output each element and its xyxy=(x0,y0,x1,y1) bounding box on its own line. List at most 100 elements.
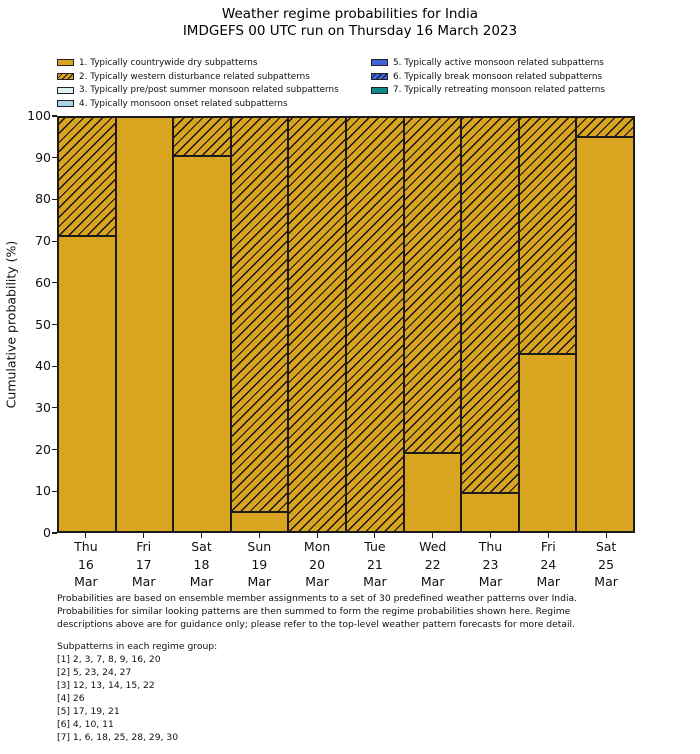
y-tick-mark xyxy=(52,532,57,534)
y-tick-label: 60 xyxy=(35,274,51,290)
bar-segment-regime2 xyxy=(403,117,462,454)
legend-item: 3. Typically pre/post summer monsoon rel… xyxy=(57,83,339,97)
subpatterns-heading: Subpatterns in each regime group: xyxy=(57,641,218,652)
x-tick-mark xyxy=(200,533,203,538)
bar xyxy=(403,117,462,532)
x-tick-label: Thu 23 Mar xyxy=(462,538,520,591)
x-tick-label: Sat 18 Mar xyxy=(173,538,231,591)
page-subtitle: IMDGEFS 00 UTC run on Thursday 16 March … xyxy=(182,23,518,39)
x-tick-mark xyxy=(547,533,549,538)
subpatterns-group: [6] 4, 10, 11 xyxy=(57,719,114,730)
x-tick-mark xyxy=(143,533,145,538)
x-tick-label: Fri 17 Mar xyxy=(115,538,173,591)
x-tick-label-line: 25 xyxy=(598,556,615,572)
legend-swatch-hatched xyxy=(57,73,74,81)
x-tick-mark xyxy=(374,533,376,538)
x-tick-label-line: Fri xyxy=(136,539,152,554)
y-tick-mark xyxy=(52,282,57,284)
bar xyxy=(58,117,116,532)
y-tick-mark xyxy=(52,490,57,492)
subpatterns-block: Subpatterns in each regime group: [1] 2,… xyxy=(57,640,457,744)
legend-swatch-hatched xyxy=(371,73,388,81)
bar-segment-regime2 xyxy=(173,117,231,157)
subpatterns-group: [3] 12, 13, 14, 15, 22 xyxy=(57,680,155,691)
x-tick-label-line: Sat xyxy=(595,539,617,554)
x-tick-label-line: 18 xyxy=(193,556,210,572)
x-tick-label-line: Mar xyxy=(594,574,618,589)
x-tick-label-line: 17 xyxy=(135,556,152,572)
x-tick-label-line: Mar xyxy=(305,574,329,589)
legend-item-label: 1. Typically countrywide dry subpatterns xyxy=(79,57,258,68)
legend-right-column: 5. Typically active monsoon related subp… xyxy=(371,56,605,97)
page-title: Weather regime probabilities for India xyxy=(221,6,479,22)
y-tick-label: 0 xyxy=(43,525,51,540)
legend-item: 2. Typically western disturbance related… xyxy=(57,70,339,84)
bar xyxy=(230,117,289,532)
bar-segment-regime1 xyxy=(403,453,462,532)
x-tick-label: Mon 20 Mar xyxy=(288,538,346,591)
bar-segment-regime1 xyxy=(58,235,116,532)
bar-segment-regime1 xyxy=(115,117,174,532)
bar-segment-regime2 xyxy=(346,117,404,532)
bar-segment-regime1 xyxy=(173,156,231,532)
footnote: Probabilities are based on ensemble memb… xyxy=(57,593,667,632)
x-tick-mark xyxy=(489,533,492,538)
x-tick-label-line: 20 xyxy=(309,556,326,572)
legend-item: 1. Typically countrywide dry subpatterns xyxy=(57,56,339,70)
x-tick-label-line: 19 xyxy=(251,556,268,572)
x-tick-label-line: 16 xyxy=(77,556,94,572)
x-tick-label-line: 23 xyxy=(482,556,499,572)
y-tick-mark xyxy=(52,198,57,200)
x-tick-label-line: Wed xyxy=(419,539,447,554)
footnote-line: Probabilities for similar looking patter… xyxy=(57,605,571,617)
x-tick-label: Fri 24 Mar xyxy=(519,538,577,591)
bar xyxy=(115,117,174,532)
x-tick-label-line: Mar xyxy=(478,574,503,589)
legend-item-label: 4. Typically monsoon onset related subpa… xyxy=(79,98,288,109)
bar-segment-regime1 xyxy=(576,136,634,532)
y-tick-label: 70 xyxy=(35,233,51,249)
legend-item: 5. Typically active monsoon related subp… xyxy=(371,56,605,70)
y-tick-label: 80 xyxy=(35,191,51,207)
bar xyxy=(346,117,404,532)
bar-segment-regime2 xyxy=(461,117,519,493)
y-tick-label: 20 xyxy=(35,441,51,457)
bar xyxy=(461,117,519,532)
bar-segment-regime1 xyxy=(230,512,289,532)
bar-segment-regime1 xyxy=(461,492,519,532)
subpatterns-group: [2] 5, 23, 24, 27 xyxy=(57,667,132,678)
legend-item: 6. Typically break monsoon related subpa… xyxy=(371,70,605,84)
x-tick-mark xyxy=(432,533,434,538)
y-tick-label: 10 xyxy=(35,483,51,499)
x-tick-label-line: 24 xyxy=(540,556,557,572)
y-tick-mark xyxy=(52,449,57,451)
subpatterns-group: [5] 17, 19, 21 xyxy=(57,706,120,717)
y-tick-label: 40 xyxy=(35,358,51,374)
legend-swatch xyxy=(371,59,388,67)
x-tick-label: Sat 25 Mar xyxy=(577,538,635,591)
x-tick-mark xyxy=(85,533,87,538)
x-tick-label-line: Thu xyxy=(74,539,98,554)
x-tick-label-line: Mar xyxy=(363,574,387,589)
x-tick-label-line: Mar xyxy=(189,574,214,589)
x-tick-label: Tue 21 Mar xyxy=(346,538,404,591)
x-tick-label-line: Mar xyxy=(420,574,445,589)
x-tick-label-line: Thu xyxy=(478,539,503,554)
bar-segment-regime2 xyxy=(230,117,289,513)
x-tick-label: Thu 16 Mar xyxy=(57,538,115,591)
y-tick-label: 90 xyxy=(35,149,51,165)
bar-segment-regime2 xyxy=(288,117,346,532)
bar xyxy=(518,117,577,532)
x-tick-label-line: Tue xyxy=(364,539,386,554)
bar xyxy=(173,117,231,532)
x-tick-label-line: 21 xyxy=(366,556,383,572)
y-tick-mark xyxy=(52,365,57,367)
x-tick-mark xyxy=(316,533,318,538)
y-tick-label: 50 xyxy=(35,316,51,332)
x-tick-label-line: Sun xyxy=(247,539,272,554)
footnote-line: descriptions above are for guidance only… xyxy=(57,618,576,630)
x-tick-label-line: Sat xyxy=(191,539,212,554)
bar-segment-regime1 xyxy=(518,353,577,532)
legend-item-label: 5. Typically active monsoon related subp… xyxy=(393,57,604,68)
x-tick-mark xyxy=(605,533,607,538)
